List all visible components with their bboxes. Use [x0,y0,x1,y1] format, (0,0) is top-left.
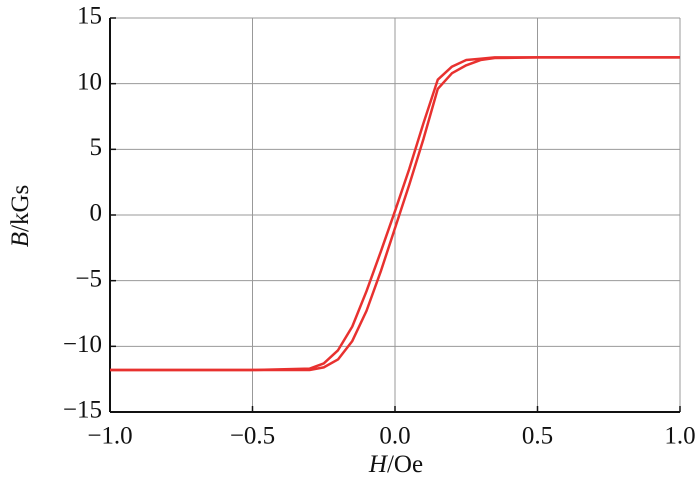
x-tick-label: −1.0 [87,423,132,450]
x-axis-symbol: H [368,451,389,478]
x-tick-label: −0.5 [230,423,275,450]
data-line [110,56,680,372]
x-axis-unit: /Oe [387,451,423,478]
y-tick-label: −10 [63,331,102,358]
y-axis-unit: /kGs [7,185,34,232]
y-tick-label: −5 [75,265,102,292]
x-tick-label: 1.0 [664,423,695,450]
y-axis-label: B/kGs [7,185,34,248]
y-tick-label: 5 [90,134,103,161]
x-tick-label: 0.0 [379,423,410,450]
x-axis-label: H/Oe [368,451,423,478]
x-tick-label: 0.5 [522,423,553,450]
y-tick-label: 15 [77,3,102,30]
y-tick-label: 10 [77,68,102,95]
y-tick-label: −15 [63,397,102,424]
y-axis-symbol: B [7,232,34,247]
y-tick-label: 0 [90,200,103,227]
